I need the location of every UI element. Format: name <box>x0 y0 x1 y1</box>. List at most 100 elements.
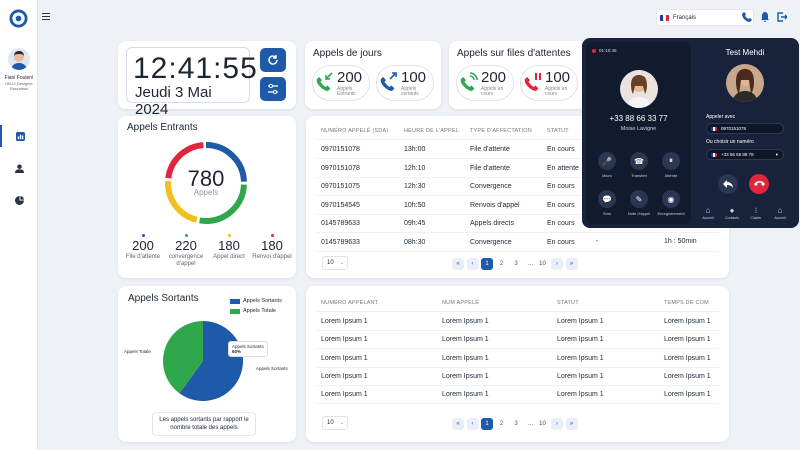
note-d-appel-button[interactable]: ✎ <box>630 190 648 208</box>
back-call-button[interactable] <box>718 174 738 194</box>
table-header[interactable]: TEMPS DE COM <box>664 300 709 306</box>
pagination-arrow[interactable]: « <box>452 418 464 430</box>
legend-swatch <box>230 309 240 314</box>
table-cell: 0145789633 <box>321 238 360 246</box>
appels-jours-title: Appels de jours <box>313 48 382 59</box>
table-header[interactable]: STATUT <box>547 128 569 134</box>
pagination-page[interactable]: 3 <box>514 421 518 427</box>
active-call: 01:10:45 +33 88 66 33 77 Moise Lavigne 🎤… <box>586 42 691 224</box>
logout-icon[interactable] <box>777 12 787 22</box>
enregistrement-button[interactable]: ◉ <box>662 190 680 208</box>
attente-button[interactable]: ⏸ <box>662 152 680 170</box>
stat-files-encours[interactable]: 200 Appels en cours <box>456 65 514 101</box>
table-cell: En attente <box>547 164 579 172</box>
pagination-page[interactable]: ... <box>527 421 533 427</box>
keypad-icon[interactable]: ⁝ <box>754 206 758 215</box>
table2-page-size-select[interactable]: 10 ⌄ <box>322 416 348 430</box>
table-cell: En cours <box>547 238 575 246</box>
choisir-numero-select[interactable]: +33 56 55 88 78 ▾ <box>706 149 784 160</box>
home-icon[interactable]: ⌂ <box>705 206 711 215</box>
tooltip-value: 60% <box>232 349 242 354</box>
table-cell: 1h : 50min <box>664 238 697 245</box>
choisir-numero-label: Ou choisir un numéro <box>706 139 754 145</box>
table-cell: Lorem Ipsum 1 <box>664 391 711 399</box>
transfer-icon: ☎ <box>634 156 644 166</box>
contacts-icon[interactable]: ● <box>729 206 735 215</box>
language-label: Français <box>673 14 697 21</box>
stat-sortants-value: 100 <box>401 69 427 86</box>
pagination-arrow[interactable]: » <box>565 258 578 270</box>
control-label: Attente <box>664 173 678 178</box>
call-timer: 01:10:45 <box>592 48 617 53</box>
stat-appels-sortants[interactable]: 100 Appels sortants <box>376 65 434 101</box>
phone-icon[interactable] <box>742 12 752 22</box>
donut-chart <box>165 142 247 224</box>
language-select[interactable]: Français ⌄ <box>656 9 754 26</box>
pagination-page[interactable]: 1 <box>481 258 493 270</box>
stat-appels-entrants[interactable]: 200 Appels Entrants <box>312 65 370 101</box>
transfert-button[interactable]: ☎ <box>630 152 648 170</box>
table-cell: En cours <box>547 201 575 209</box>
appeler-avec-select[interactable]: 0970151078 <box>706 123 784 134</box>
legend-label: Appels Totale <box>243 308 276 314</box>
hangup-button[interactable] <box>749 174 769 194</box>
nav-users[interactable] <box>0 157 38 179</box>
table-header[interactable]: NUMÉRO APPELÉ (SDA) <box>321 128 389 134</box>
table-header[interactable]: NUM APPELÉ <box>442 300 480 306</box>
sidebar: Fiani Foulenì UI/UX Designer Roundesk <box>0 0 38 450</box>
filter-button[interactable] <box>260 77 286 101</box>
table1-page-size: 10 <box>327 260 334 266</box>
micro-button[interactable]: 🎤 <box>598 152 616 170</box>
stat-files-arretes[interactable]: 100 Appels en cours <box>520 65 578 101</box>
table-cell: 09h:45 <box>404 220 426 227</box>
home-icon[interactable]: ⌂ <box>777 206 783 215</box>
table-header[interactable]: TYPE D'AFFECTATION <box>470 128 532 134</box>
pagination-arrow[interactable]: « <box>452 258 464 270</box>
control-label: Enregistrement <box>657 211 685 216</box>
pagination-page[interactable]: 3 <box>514 261 518 267</box>
pagination-page[interactable]: 10 <box>539 421 546 427</box>
nav-dashboard[interactable] <box>0 125 38 147</box>
pagination-page[interactable]: 1 <box>481 418 493 430</box>
caller-number: +33 88 66 33 77 <box>609 114 668 123</box>
contact-avatar <box>726 64 764 102</box>
france-flag-icon <box>711 152 717 157</box>
pagination-arrow[interactable]: » <box>565 418 578 430</box>
table-header[interactable]: NUMÉRO APPELANT <box>321 300 379 306</box>
chevron-down-icon: ⌄ <box>339 420 344 426</box>
breakdown-label: Renvoi d'appel <box>252 254 292 260</box>
app-logo-icon[interactable] <box>9 9 28 28</box>
outgoing-call-icon <box>380 72 397 91</box>
pagination-page[interactable]: 10 <box>539 261 546 267</box>
clock-display: 12:41:55 Jeudi 3 Mai 2024 <box>126 47 257 118</box>
pagination-arrow[interactable]: › <box>551 258 563 270</box>
breakdown-label: Appel direct <box>213 254 245 260</box>
divider <box>316 232 719 233</box>
table-cell: 08h:30 <box>404 238 426 246</box>
france-flag-icon <box>711 126 717 131</box>
table-header[interactable]: HEURE DE L'APPEL <box>404 128 459 134</box>
france-flag-icon <box>660 14 669 21</box>
table1-page-size-select[interactable]: 10 ⌄ <box>322 256 348 270</box>
breakdown-value: 180 <box>261 238 283 253</box>
bell-icon[interactable] <box>760 12 770 22</box>
nav-reports[interactable] <box>0 189 38 211</box>
hamburger-menu-icon[interactable] <box>42 13 50 20</box>
table-cell: 0970151078 <box>321 164 360 172</box>
pagination-page[interactable]: 2 <box>499 261 504 267</box>
refresh-button[interactable] <box>260 48 286 72</box>
legend-label: Appels Sortants <box>243 298 282 304</box>
breakdown-dot <box>185 234 188 237</box>
breakdown-value: 200 <box>132 238 154 253</box>
pagination-page[interactable]: ... <box>527 261 533 267</box>
pagination-page[interactable]: 2 <box>499 421 504 427</box>
sms-button[interactable]: 💬 <box>598 190 616 208</box>
divider <box>316 195 719 196</box>
pagination-arrow[interactable]: ‹ <box>466 258 479 270</box>
pie-slice-sortants <box>179 321 243 401</box>
divider <box>316 330 719 331</box>
pagination-arrow[interactable]: ‹ <box>466 418 479 430</box>
user-profile[interactable]: Fiani Foulenì UI/UX Designer Roundesk <box>0 48 38 91</box>
table-header[interactable]: STATUT <box>557 300 579 306</box>
pagination-arrow[interactable]: › <box>551 418 563 430</box>
